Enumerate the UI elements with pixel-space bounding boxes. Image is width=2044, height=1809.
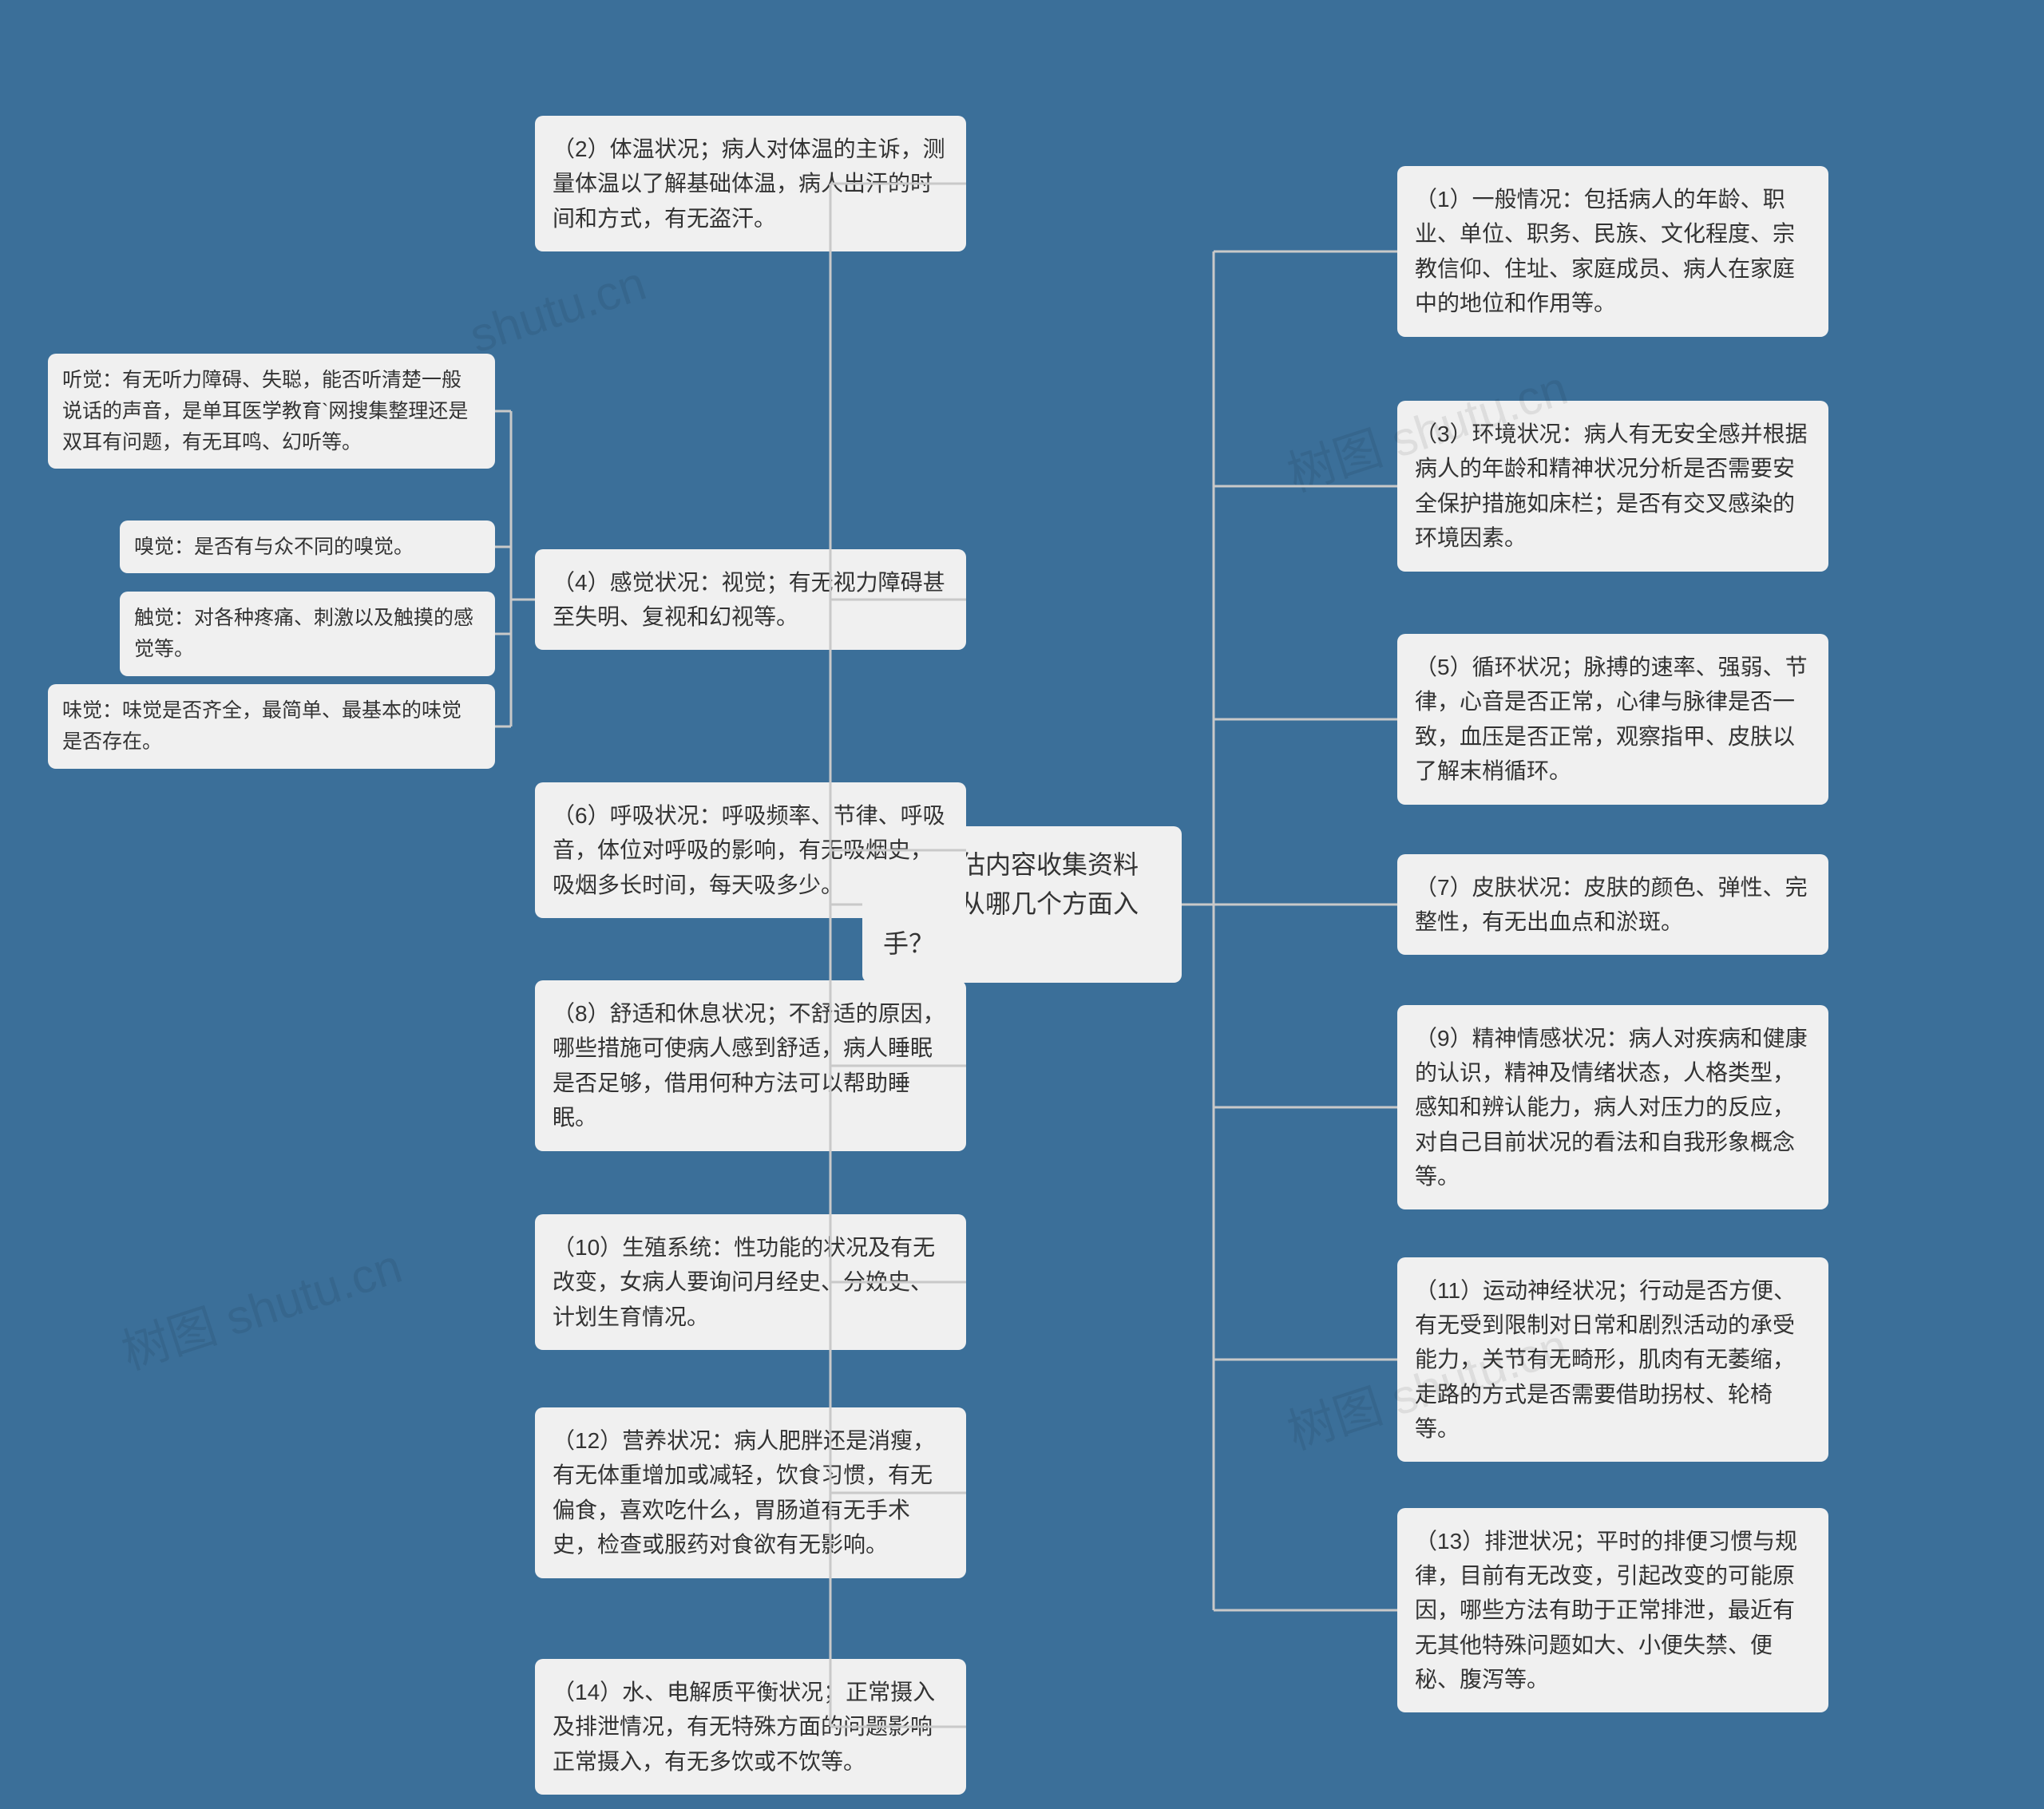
left-node: （12）营养状况：病人肥胖还是消瘦，有无体重增加或减轻，饮食习惯，有无偏食，喜欢… xyxy=(535,1407,966,1578)
right-node: （5）循环状况；脉搏的速率、强弱、节律，心音是否正常，心律与脉律是否一致，血压是… xyxy=(1397,634,1828,805)
sub-node: 味觉：味觉是否齐全，最简单、最基本的味觉是否存在。 xyxy=(48,684,495,769)
right-node: （7）皮肤状况：皮肤的颜色、弹性、完整性，有无出血点和淤斑。 xyxy=(1397,854,1828,956)
sub-node: 嗅觉：是否有与众不同的嗅觉。 xyxy=(120,521,495,574)
right-node: （1）一般情况：包括病人的年龄、职业、单位、职务、民族、文化程度、宗教信仰、住址… xyxy=(1397,166,1828,337)
right-node: （3）环境状况：病人有无安全感并根据病人的年龄和精神状况分析是否需要安全保护措施… xyxy=(1397,401,1828,572)
sub-node: 听觉：有无听力障碍、失聪，能否听清楚一般说话的声音，是单耳医学教育`网搜集整理还… xyxy=(48,354,495,469)
right-node: （13）排泄状况；平时的排便习惯与规律，目前有无改变，引起改变的可能原因，哪些方… xyxy=(1397,1508,1828,1713)
watermark: 树图 shutu.cn xyxy=(112,1228,410,1383)
sub-node: 触觉：对各种疼痛、刺激以及触摸的感觉等。 xyxy=(120,592,495,676)
left-node: （2）体温状况；病人对体温的主诉，测量体温以了解基础体温，病人出汗的时间和方式，… xyxy=(535,116,966,251)
left-node: （14）水、电解质平衡状况；正常摄入及排泄情况，有无特殊方面的问题影响正常摄入，… xyxy=(535,1659,966,1795)
mindmap-canvas: 护理评估内容收集资料时一般从哪几个方面入手？（2）体温状况；病人对体温的主诉，测… xyxy=(0,0,2044,1809)
left-node: （6）呼吸状况：呼吸频率、节律、呼吸音，体位对呼吸的影响，有无吸烟史，吸烟多长时… xyxy=(535,782,966,918)
right-node: （9）精神情感状况：病人对疾病和健康的认识，精神及情绪状态，人格类型，感知和辨认… xyxy=(1397,1005,1828,1210)
left-node: （10）生殖系统：性功能的状况及有无改变，女病人要询问月经史、分娩史、计划生育情… xyxy=(535,1214,966,1350)
left-node: （4）感觉状况：视觉；有无视力障碍甚至失明、复视和幻视等。 xyxy=(535,549,966,651)
watermark: shutu.cn xyxy=(463,255,652,364)
right-node: （11）运动神经状况；行动是否方便、有无受到限制对日常和剧烈活动的承受能力，关节… xyxy=(1397,1257,1828,1463)
left-node: （8）舒适和休息状况；不舒适的原因，哪些措施可使病人感到舒适，病人睡眠是否足够，… xyxy=(535,980,966,1151)
